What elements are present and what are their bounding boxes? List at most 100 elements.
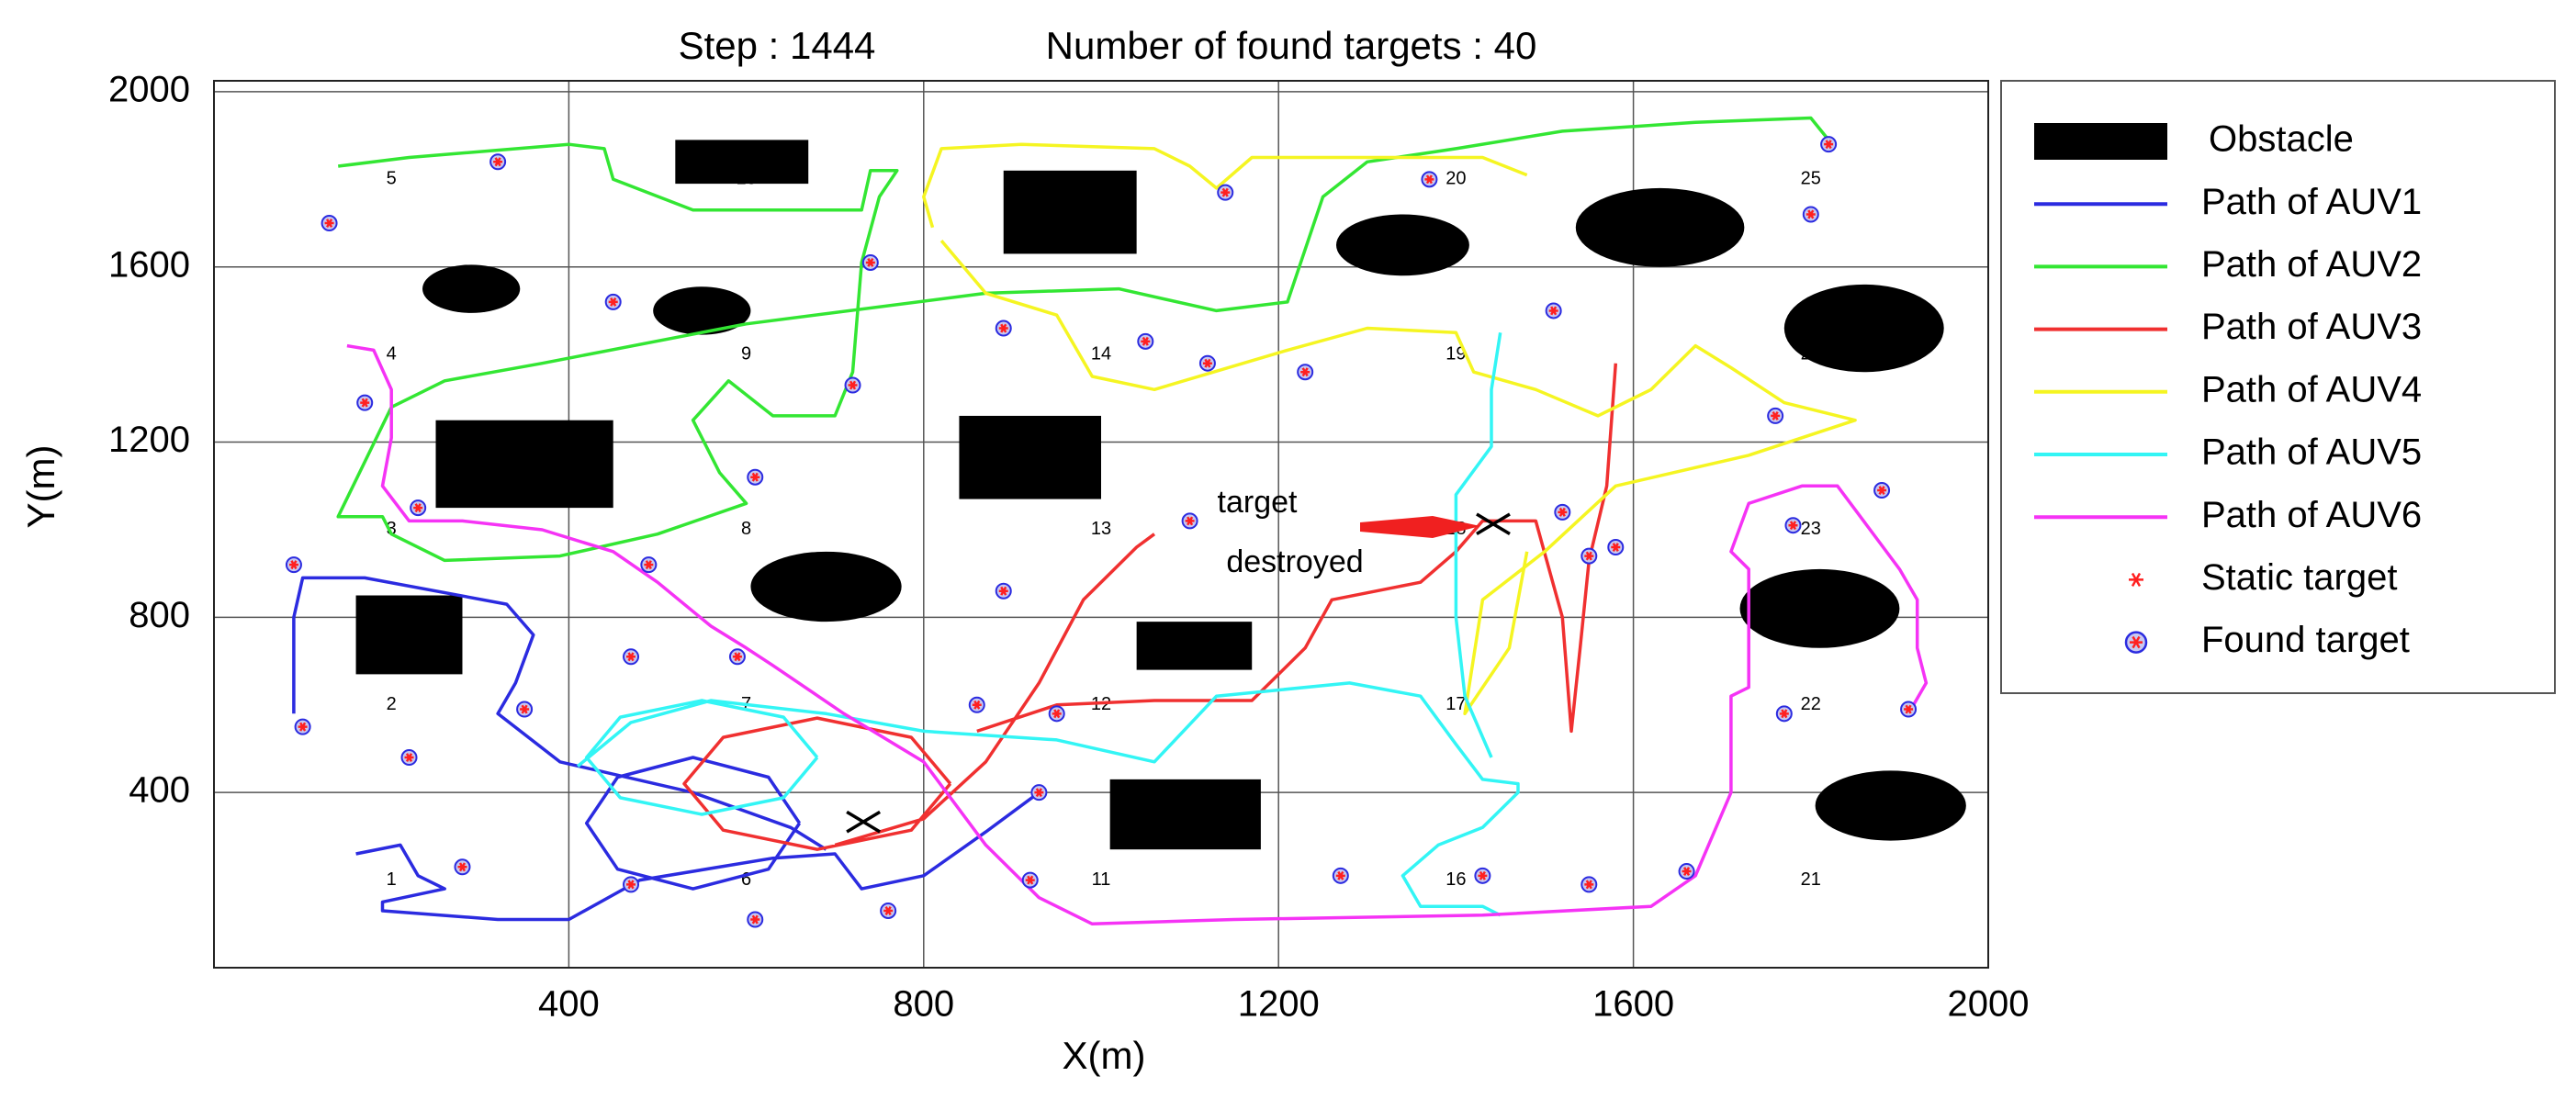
target-star (1202, 358, 1212, 368)
y-tick-label: 1200 (108, 420, 190, 460)
target-star (1558, 507, 1568, 517)
legend-label: Path of AUV5 (2201, 432, 2422, 473)
cell-label: 4 (387, 343, 397, 364)
target-star (457, 862, 467, 872)
cell-label: 25 (1801, 169, 1821, 189)
cell-label: 11 (1092, 869, 1111, 890)
obstacle (1335, 214, 1469, 276)
cell-label: 21 (1801, 869, 1821, 890)
target-star (608, 297, 618, 307)
target-star (1877, 486, 1887, 495)
auv-path (682, 363, 1618, 851)
legend-swatch (2034, 123, 2167, 160)
target-star (1335, 870, 1345, 880)
x-tick-label: 1600 (1592, 984, 1674, 1025)
target-star (883, 906, 894, 915)
target-star (1904, 704, 1914, 714)
cell-label: 17 (1445, 694, 1466, 714)
x-tick-label: 2000 (1948, 984, 2030, 1025)
target-star (1424, 174, 1434, 185)
auv-path (292, 576, 1041, 922)
target-star (848, 380, 858, 390)
target-star (1788, 521, 1798, 531)
obstacle (422, 264, 521, 313)
target-star (413, 503, 423, 513)
y-tick-label: 400 (129, 770, 190, 811)
cell-label: 3 (387, 519, 397, 539)
chart-title: Number of found targets : 40 (1046, 24, 1537, 67)
annotation: target (1218, 485, 1298, 520)
target-star (998, 323, 1008, 333)
destroyed-target (1476, 512, 1511, 536)
target-star (972, 700, 982, 710)
target-star (1478, 870, 1488, 880)
legend-label: Path of AUV2 (2201, 244, 2422, 285)
target-star (865, 258, 875, 267)
obstacle (653, 286, 751, 335)
obstacle (675, 140, 809, 185)
auv-path (922, 142, 1857, 716)
chart-title: Step : 1444 (679, 24, 876, 67)
target-star (1185, 516, 1195, 526)
target-star (1300, 367, 1310, 377)
obstacle (1783, 284, 1944, 373)
target-star (1584, 551, 1594, 561)
x-axis-label: X(m) (1063, 1034, 1146, 1077)
plot-area: 400 800 1200 1600 20004008001200160020001234… (108, 69, 2029, 1024)
legend-label: Path of AUV6 (2201, 495, 2422, 535)
cell-label: 19 (1445, 343, 1466, 364)
plot-frame (213, 80, 1989, 969)
x-tick-label: 800 (893, 984, 954, 1025)
target-star (750, 914, 760, 925)
target-star (2129, 572, 2143, 587)
target-star (1025, 875, 1035, 885)
auv-path (346, 343, 1929, 926)
target-star (626, 652, 636, 662)
obstacle (959, 415, 1101, 499)
cell-label: 5 (387, 169, 397, 189)
target-star (493, 157, 503, 167)
target-star (324, 219, 334, 228)
target-star (1141, 336, 1151, 346)
target-star (1052, 709, 1062, 719)
target-star (1611, 543, 1621, 552)
cell-label: 23 (1801, 519, 1821, 539)
target-star (1824, 140, 1834, 150)
obstacle (1739, 568, 1900, 648)
target-star (360, 398, 370, 408)
target-star (626, 880, 636, 890)
x-tick-label: 1200 (1238, 984, 1320, 1025)
obstacle (750, 551, 902, 622)
cell-label: 1 (387, 869, 397, 890)
y-axis-label: Y(m) (19, 445, 62, 529)
cell-label: 14 (1091, 343, 1111, 364)
target-star (1682, 867, 1692, 877)
obstacle (435, 420, 613, 509)
target-star (998, 586, 1008, 596)
cell-label: 13 (1091, 519, 1111, 539)
cell-label: 9 (741, 343, 751, 364)
obstacle (1109, 779, 1261, 850)
target-star (732, 652, 742, 662)
target-star (520, 704, 530, 714)
legend-label: Found target (2201, 620, 2410, 660)
obstacle (1575, 187, 1745, 267)
obstacle (355, 595, 463, 675)
y-tick-label: 800 (129, 595, 190, 635)
legend-label: Path of AUV1 (2201, 182, 2422, 222)
legend-label: Static target (2201, 557, 2397, 598)
legend-box (2000, 80, 2556, 694)
target-star (1805, 209, 1816, 219)
cell-label: 2 (387, 694, 397, 714)
y-tick-label: 2000 (108, 69, 190, 109)
auv-path (336, 116, 1830, 563)
target-star (750, 472, 760, 482)
cell-label: 8 (741, 519, 751, 539)
cell-label: 16 (1445, 869, 1466, 890)
target-star (404, 753, 414, 762)
annotation: destroyed (1226, 544, 1363, 579)
target-star (288, 560, 298, 570)
obstacle (1003, 170, 1137, 254)
target-star (1779, 709, 1789, 719)
annotation-arrow (1360, 516, 1480, 538)
